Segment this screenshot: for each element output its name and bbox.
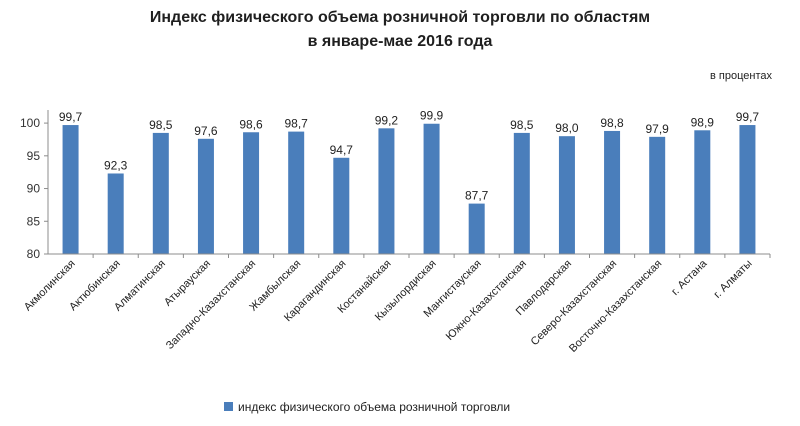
data-label-9: 99,9 [420,109,444,123]
bar-2 [107,173,124,254]
y-tick-label: 100 [20,116,40,130]
data-label-12: 98,0 [555,121,579,135]
bar-6 [288,131,305,254]
y-tick-label: 80 [27,247,41,261]
y-tick-label: 90 [27,182,41,196]
data-label-6: 98,7 [285,117,309,131]
bar-5 [243,132,260,254]
bar-3 [152,132,169,254]
data-label-2: 92,3 [104,158,128,172]
data-label-16: 99,7 [736,110,760,124]
bar-16 [739,125,756,255]
units-label: в процентах [710,70,772,82]
bar-1 [62,125,79,255]
data-label-7: 94,7 [330,143,354,157]
bar-11 [513,132,530,254]
data-label-14: 97,9 [646,122,670,136]
data-label-8: 99,2 [375,113,399,127]
x-category-label: Восточно-Казахстанская [567,258,664,355]
data-label-3: 98,5 [149,118,173,132]
x-category-label: Западно-Казахстанская [164,258,258,352]
data-label-15: 98,9 [691,115,715,129]
bar-14 [649,136,666,254]
data-label-13: 98,8 [600,116,624,130]
y-tick-label: 95 [27,149,41,163]
bar-12 [558,136,575,254]
y-axis: 80 85 90 95 100 [20,110,49,261]
bar-7 [333,157,350,254]
bar-13 [604,130,621,254]
x-category-label: Северо-Казахстанская [529,258,620,349]
bar-4 [197,138,214,254]
data-label-5: 98,6 [239,117,263,131]
x-category-label: г. Алматы [711,258,754,301]
bars: 99,7 92,3 98,5 97,6 98,6 98,7 94,7 99,2 99,9 87,7… [59,109,760,255]
x-category-label: г. Астана [669,257,710,298]
x-category-label: Южно-Казахстанская [444,258,529,343]
chart-title-line-2: в январе-мае 2016 года [307,33,493,50]
x-axis: АкмолинскаяАктюбинскаяАлматинскаяАтыраус… [22,253,771,355]
bar-8 [378,128,395,254]
y-tick-label: 85 [27,214,41,228]
data-label-11: 98,5 [510,118,534,132]
data-label-10: 87,7 [465,189,489,203]
legend-label: индекс физического объема розничной торг… [238,400,510,414]
bar-10 [468,203,485,254]
data-label-1: 99,7 [59,110,83,124]
bar-9 [423,123,440,254]
data-label-4: 97,6 [194,124,218,138]
legend-swatch [224,402,233,411]
chart-title-line-1: Индекс физического объема розничной торг… [149,9,651,26]
bar-15 [694,130,711,254]
legend: индекс физического объема розничной торг… [224,400,510,414]
